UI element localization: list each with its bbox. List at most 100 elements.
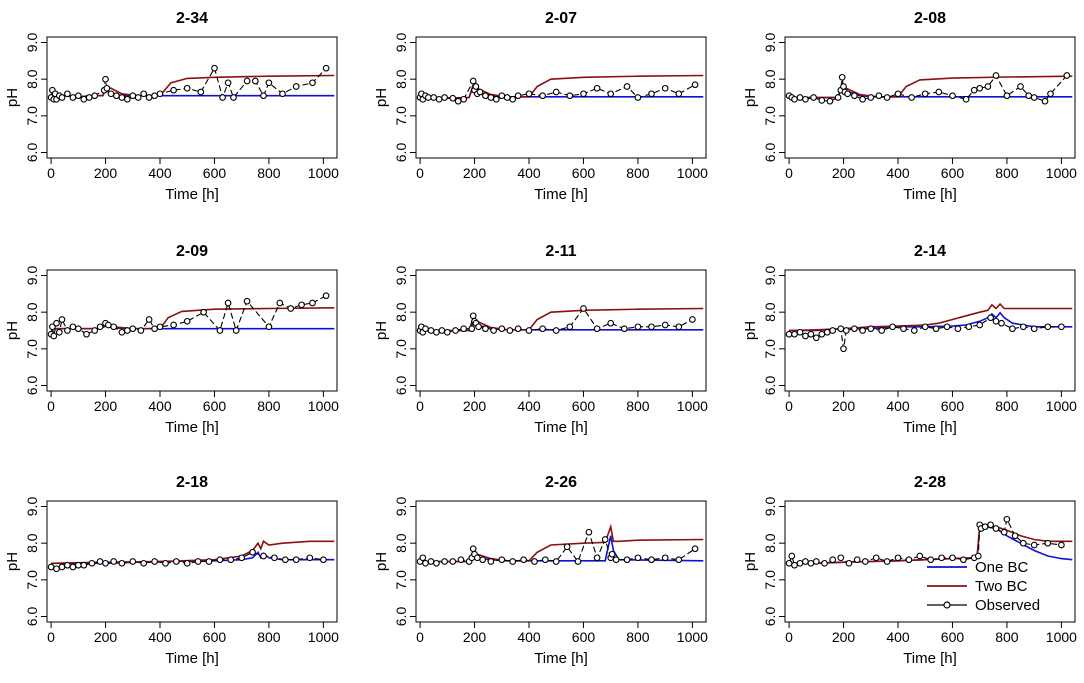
x-tick-label: 200 [94,165,118,181]
observed-point [634,554,642,562]
observed-point [861,558,869,565]
observed-point [1044,539,1052,547]
observed-point [1030,325,1038,333]
x-axis-label: Time [h] [165,419,219,436]
x-tick-label: 1000 [308,629,339,645]
observed-point [103,84,111,92]
observed-point [145,94,153,101]
observed-point [80,561,88,569]
observed-point [1063,72,1071,79]
observed-point [1019,539,1027,547]
x-tick-label: 0 [416,629,424,645]
observed-point [287,305,295,312]
panel-title: 2-09 [176,243,208,260]
observed-point [224,79,232,87]
observed-point [821,559,828,567]
y-tick-label: 8.0 [393,302,409,322]
panel-title: 2-11 [545,243,576,260]
observed-point [506,327,514,334]
observed-point [457,556,465,564]
observed-point [984,83,992,90]
observed-point [211,64,218,72]
observed-point [216,327,224,334]
observed-point [260,552,267,560]
observed-point [829,327,837,334]
x-tick-label: 1000 [677,629,708,645]
observed-point [691,545,699,553]
y-tick-label: 9.0 [393,33,409,53]
observed-point [118,94,126,101]
panel-2-11: 2-11 0 200 400 600 800 1000 Time [h] 6.0 7.0 8.0 9.… [373,243,708,436]
observed-point [88,559,96,567]
observed-point [469,312,477,320]
observed-point [74,325,82,333]
y-axis-label: pH [4,321,21,340]
observed-point [292,83,300,90]
y-tick-label: 9.0 [762,266,778,286]
observed-point [140,90,148,98]
panel-title: 2-34 [176,10,208,27]
observed-point [58,316,66,323]
observed-point [452,327,459,334]
observed-point [566,92,574,100]
observed-point [987,521,994,529]
observed-point [243,77,251,85]
x-tick-label: 0 [416,398,424,414]
observed-point [479,556,487,564]
observed-point [69,323,77,331]
observed-point [932,325,940,333]
y-tick-label: 6.0 [24,607,40,627]
legend-label-one-bc: One BC [975,559,1029,576]
plot-area [416,305,704,336]
observed-point [998,319,1005,327]
observed-point [916,552,924,560]
observed-point [845,559,853,567]
x-tick-label: 200 [832,629,856,645]
observed-point [1017,83,1024,90]
observed-point [490,327,497,334]
observed-point [802,558,809,565]
y-tick-label: 6.0 [762,376,778,396]
x-tick-label: 0 [785,398,793,414]
observed-point [593,84,601,92]
y-tick-label: 9.0 [24,497,40,517]
observed-point [476,88,484,96]
panel-2-18: 2-18 0 200 400 600 800 1000 Time [h] 6.0 7.0 8.0 9.… [4,474,339,667]
x-axis-label: Time [h] [165,186,219,203]
observed-point [238,554,246,562]
observed-point [1041,97,1049,105]
observed-point [498,556,506,564]
observed-point [829,556,837,564]
observed-point [889,323,896,331]
observed-point [271,554,278,562]
observed-point [309,299,316,307]
x-tick-label: 400 [517,165,541,181]
observed-point [265,323,273,331]
observed-point [859,327,866,334]
x-tick-label: 200 [832,165,856,181]
observed-point [309,79,316,87]
observed-point [74,92,82,100]
observed-point [427,327,435,334]
observed-point [981,523,989,531]
observed-point [49,323,56,331]
plot-area [785,515,1073,569]
observed-point [69,94,77,101]
x-tick-label: 600 [941,398,965,414]
observed-point [691,81,699,89]
observed-point [509,558,517,565]
observed-point [1058,323,1065,331]
observed-point [53,565,60,573]
panel-frame [415,36,707,159]
panel-2-08: 2-08 0 200 400 600 800 1000 Time [h] 6.0 7.0 8.0 9.… [742,10,1077,203]
observed-point [1025,92,1033,100]
observed-point [992,72,1000,79]
plot-area [416,74,704,105]
observed-point [472,83,480,90]
panel-frame [784,36,1076,159]
x-tick-label: 600 [203,165,227,181]
observed-point [498,92,506,100]
x-tick-label: 400 [148,165,172,181]
observed-point [900,325,907,333]
x-tick-label: 600 [572,398,596,414]
